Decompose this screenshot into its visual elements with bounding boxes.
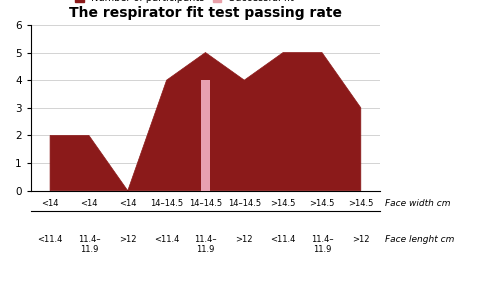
Text: <14: <14: [119, 200, 136, 208]
Text: 11.4–
11.9: 11.4– 11.9: [78, 235, 100, 254]
Text: 14–14.5: 14–14.5: [228, 200, 261, 208]
Text: <14: <14: [80, 200, 98, 208]
Text: Face width cm: Face width cm: [385, 200, 451, 208]
Text: <11.4: <11.4: [154, 235, 179, 244]
Text: 14–14.5: 14–14.5: [150, 200, 183, 208]
Legend: Number of participants, Successful fit: Number of participants, Successful fit: [75, 0, 294, 3]
Bar: [201, 80, 210, 191]
Text: <11.4: <11.4: [38, 235, 63, 244]
Text: >12: >12: [119, 235, 136, 244]
Text: >14.5: >14.5: [309, 200, 335, 208]
Text: >14.5: >14.5: [348, 200, 374, 208]
Text: Face lenght cm: Face lenght cm: [385, 235, 455, 244]
Text: <14: <14: [41, 200, 59, 208]
Polygon shape: [50, 53, 361, 191]
Text: 14–14.5: 14–14.5: [189, 200, 222, 208]
Text: 11.4–
11.9: 11.4– 11.9: [194, 235, 217, 254]
Text: >12: >12: [236, 235, 253, 244]
Text: >14.5: >14.5: [270, 200, 296, 208]
Text: 11.4–
11.9: 11.4– 11.9: [311, 235, 333, 254]
Title: The respirator fit test passing rate: The respirator fit test passing rate: [69, 6, 342, 19]
Text: <11.4: <11.4: [270, 235, 296, 244]
Text: >12: >12: [352, 235, 370, 244]
